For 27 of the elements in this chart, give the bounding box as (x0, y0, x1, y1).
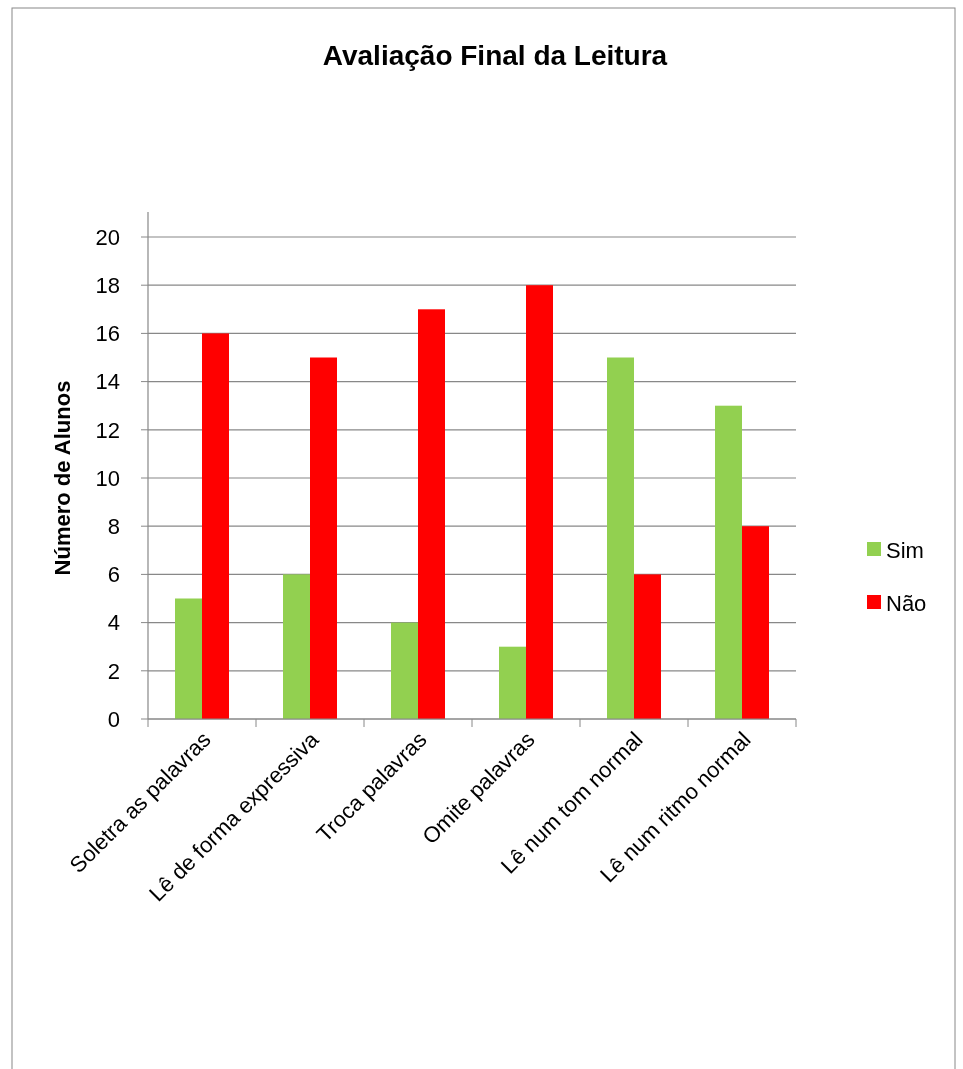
bar (634, 574, 661, 719)
legend-label: Não (886, 590, 927, 616)
bar (202, 333, 229, 719)
y-tick-label: 0 (107, 706, 120, 732)
y-tick-label: 10 (95, 465, 120, 491)
bar (175, 598, 202, 719)
y-tick-label: 16 (95, 321, 120, 347)
legend-label: Sim (886, 537, 924, 563)
y-tick-label: 2 (107, 658, 120, 684)
bar (310, 357, 337, 719)
y-tick-label: 4 (107, 610, 120, 636)
bar (391, 622, 418, 719)
bar (283, 574, 310, 719)
y-tick-label: 18 (95, 272, 120, 298)
bar (418, 309, 445, 719)
bar (607, 357, 634, 719)
y-tick-label: 8 (107, 513, 120, 539)
bar (499, 646, 526, 719)
y-tick-label: 14 (95, 369, 120, 395)
bar (526, 285, 553, 719)
bar (742, 526, 769, 719)
y-tick-label: 12 (95, 417, 120, 443)
bar (715, 405, 742, 719)
y-tick-label: 6 (107, 562, 120, 588)
y-axis-title: Número de Alunos (50, 380, 75, 576)
chart-title: Avaliação Final da Leitura (322, 40, 668, 71)
y-tick-label: 20 (95, 224, 120, 250)
